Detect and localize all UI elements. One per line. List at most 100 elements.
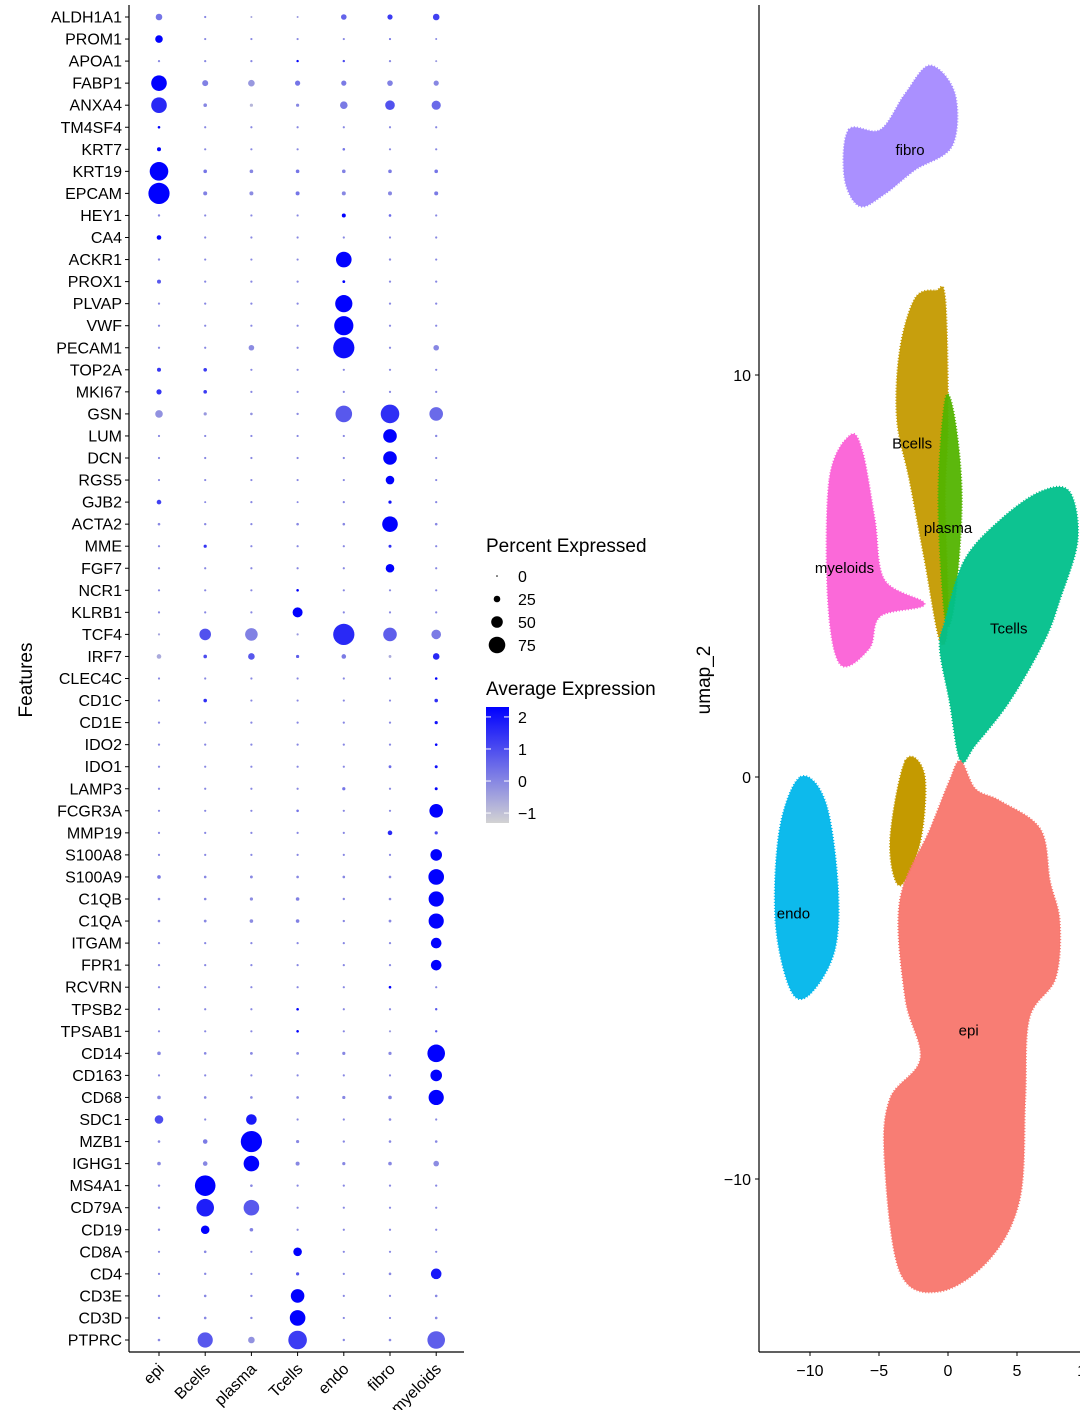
dot (204, 986, 207, 989)
dot (388, 236, 392, 239)
dot (341, 654, 347, 659)
dot (296, 1096, 299, 1099)
dot (385, 563, 395, 573)
dot (342, 831, 345, 834)
dot (380, 404, 400, 424)
feature-label: CD19 (81, 1222, 122, 1239)
dot (204, 434, 207, 438)
dot (296, 434, 299, 438)
dot (250, 1096, 253, 1099)
dot (342, 567, 345, 570)
feature-label: IDO1 (85, 759, 122, 776)
dot (250, 809, 253, 812)
dot (204, 15, 207, 19)
dot (203, 412, 207, 416)
dot (204, 964, 207, 967)
dot (342, 787, 346, 791)
feature-label: TCF4 (82, 627, 122, 644)
feature-label: LAMP3 (70, 781, 123, 798)
dot (388, 126, 392, 129)
dot (295, 80, 301, 86)
dot (250, 721, 253, 724)
dot (295, 191, 300, 196)
dot (203, 1096, 207, 1099)
dot (388, 1074, 392, 1077)
dot (342, 875, 346, 879)
dot (342, 589, 345, 592)
dot (204, 809, 207, 812)
umap-y-tick-label: −10 (724, 1172, 751, 1189)
feature-label: MKI67 (76, 384, 122, 401)
dot (296, 37, 299, 41)
dot (296, 16, 299, 18)
dot (250, 236, 253, 239)
dot (296, 258, 299, 261)
umap-y-axis-title: umap_2 (694, 646, 715, 715)
dot (431, 100, 441, 110)
feature-label: SDC1 (79, 1112, 122, 1129)
dot (296, 654, 300, 659)
feature-label: LUM (88, 428, 122, 445)
dot (249, 919, 254, 923)
feature-label: TOP2A (70, 362, 123, 379)
dot (388, 390, 392, 393)
cluster-fibro (842, 64, 959, 208)
dot (388, 280, 392, 283)
size-legend-label: 25 (518, 592, 536, 609)
dot (250, 545, 253, 548)
dot (157, 897, 161, 901)
dot (388, 1140, 392, 1143)
feature-label: CD1C (78, 693, 122, 710)
dot (250, 214, 253, 217)
dot (388, 1316, 392, 1320)
dot (250, 1272, 253, 1275)
dot (342, 280, 346, 283)
dot (342, 1030, 345, 1033)
dot (342, 456, 345, 460)
dot (296, 589, 299, 592)
category-label: plasma (212, 1361, 261, 1410)
umap-y-tick-label: 10 (733, 368, 751, 385)
dot (435, 501, 438, 504)
feature-label: ANXA4 (70, 98, 123, 115)
size-legend-title: Percent Expressed (486, 536, 647, 557)
dot (157, 986, 161, 989)
dot (204, 1272, 207, 1276)
feature-label: CD3D (78, 1310, 122, 1327)
dot (204, 677, 207, 680)
dot (342, 1250, 345, 1253)
dot (157, 302, 161, 305)
dot (157, 1294, 161, 1298)
dot (336, 251, 352, 268)
dot (388, 258, 392, 261)
dot (388, 169, 392, 174)
dot (296, 721, 299, 724)
dot (250, 875, 253, 879)
dot (157, 545, 161, 548)
dot (194, 1175, 216, 1196)
dot (342, 986, 345, 989)
feature-label: HEY1 (80, 208, 122, 225)
feature-label: C1QB (78, 892, 122, 909)
feature-label: C1QA (78, 914, 122, 931)
dot (243, 1199, 260, 1216)
feature-label: IRF7 (87, 649, 122, 666)
size-legend-label: 50 (518, 615, 536, 632)
dot (157, 1206, 161, 1209)
dot (157, 456, 161, 460)
dot (385, 475, 395, 485)
dot (433, 80, 439, 86)
dot (388, 875, 392, 879)
dot (435, 38, 438, 41)
dot (388, 148, 392, 151)
dot (388, 1228, 392, 1231)
dot (296, 280, 299, 283)
dot (388, 1051, 392, 1055)
dot (250, 1008, 253, 1011)
umap-x-tick-label: 0 (944, 1363, 953, 1380)
dot (333, 337, 355, 359)
dot (387, 80, 393, 86)
dot (388, 37, 392, 41)
dot (427, 1331, 446, 1349)
dot (383, 451, 397, 465)
